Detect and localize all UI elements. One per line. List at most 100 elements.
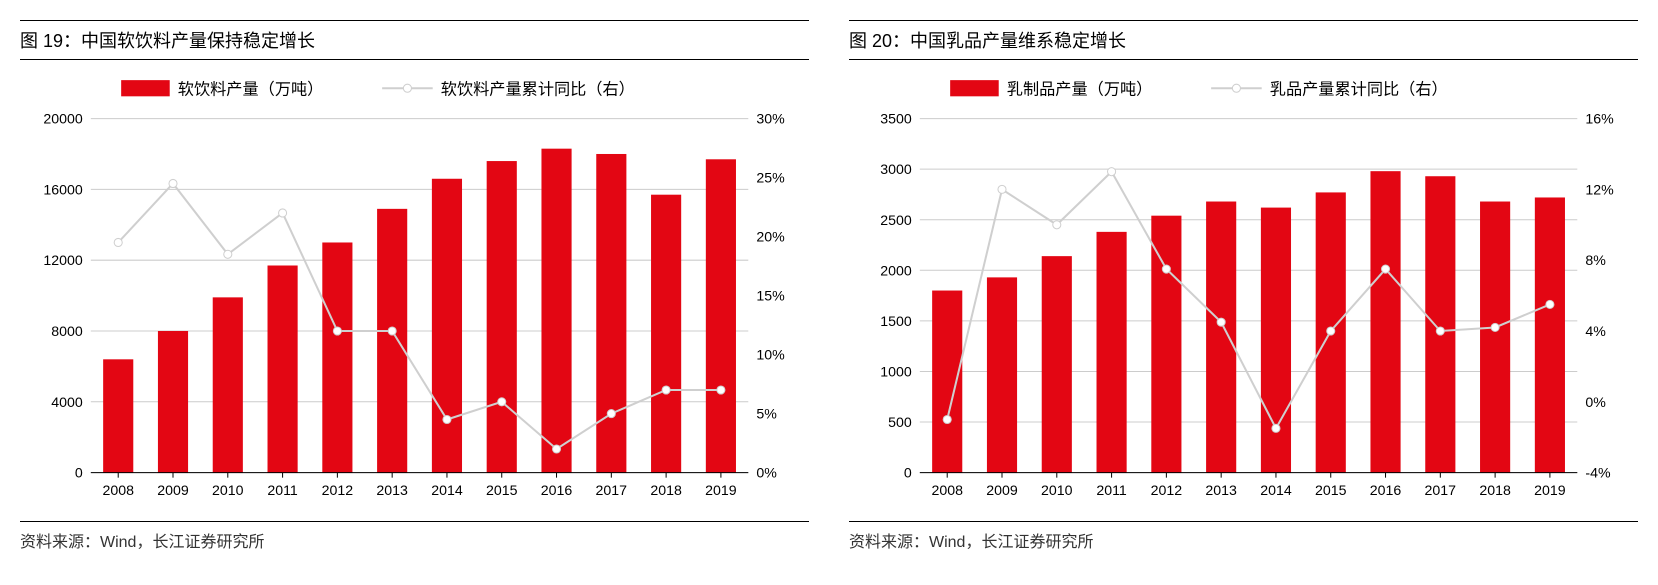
y-right-tick-label: 0% bbox=[756, 466, 777, 482]
bar bbox=[932, 291, 962, 473]
line-marker bbox=[333, 327, 341, 335]
line-marker bbox=[169, 179, 177, 187]
x-tick-label: 2009 bbox=[986, 483, 1018, 499]
chart-holder-fig19: 0400080001200016000200000%5%10%15%20%25%… bbox=[20, 68, 809, 513]
line-marker bbox=[1327, 327, 1335, 335]
y-left-tick-label: 1000 bbox=[880, 365, 912, 381]
y-right-tick-label: -4% bbox=[1585, 466, 1611, 482]
line-marker bbox=[717, 386, 725, 394]
line-marker bbox=[552, 445, 560, 453]
chart-bg bbox=[20, 68, 809, 513]
bar bbox=[1480, 202, 1510, 473]
bar bbox=[987, 277, 1017, 472]
x-tick-label: 2013 bbox=[1205, 483, 1237, 499]
bar bbox=[1097, 232, 1127, 473]
y-left-tick-label: 2000 bbox=[880, 263, 912, 279]
y-left-tick-label: 1500 bbox=[880, 314, 912, 330]
bar bbox=[103, 359, 133, 472]
bar bbox=[377, 209, 407, 473]
bar bbox=[596, 154, 626, 473]
y-left-tick-label: 4000 bbox=[51, 395, 83, 411]
x-tick-label: 2012 bbox=[1151, 483, 1183, 499]
x-tick-label: 2018 bbox=[650, 483, 682, 499]
line-marker bbox=[1381, 265, 1389, 273]
y-right-tick-label: 8% bbox=[1585, 253, 1606, 269]
x-tick-label: 2011 bbox=[267, 483, 298, 499]
line-marker bbox=[114, 238, 122, 246]
bar bbox=[651, 195, 681, 473]
y-left-tick-label: 16000 bbox=[43, 182, 82, 198]
bar bbox=[1206, 202, 1236, 473]
chart-bg bbox=[849, 68, 1638, 513]
bar bbox=[487, 161, 517, 473]
y-left-tick-label: 0 bbox=[75, 466, 83, 482]
line-marker bbox=[607, 410, 615, 418]
line-marker bbox=[1272, 424, 1280, 432]
line-marker bbox=[1053, 221, 1061, 229]
chart-title: 图 20：中国乳品产量维系稳定增长 bbox=[849, 20, 1638, 60]
chart-source: 资料来源：Wind，长江证券研究所 bbox=[20, 521, 809, 552]
y-left-tick-label: 12000 bbox=[43, 253, 82, 269]
line-marker bbox=[1162, 265, 1170, 273]
bar bbox=[213, 297, 243, 472]
bar bbox=[706, 159, 736, 472]
bar bbox=[1042, 256, 1072, 472]
chart-svg: 0400080001200016000200000%5%10%15%20%25%… bbox=[20, 68, 809, 513]
y-right-tick-label: 4% bbox=[1585, 324, 1606, 340]
y-left-tick-label: 8000 bbox=[51, 324, 83, 340]
y-left-tick-label: 3000 bbox=[880, 162, 912, 178]
y-right-tick-label: 0% bbox=[1585, 395, 1606, 411]
y-left-tick-label: 0 bbox=[904, 466, 912, 482]
line-marker bbox=[1108, 168, 1116, 176]
legend-bar-label: 乳制品产量（万吨） bbox=[1007, 80, 1153, 98]
x-tick-label: 2010 bbox=[1041, 483, 1073, 499]
panel-fig20: 图 20：中国乳品产量维系稳定增长 0500100015002000250030… bbox=[849, 20, 1638, 552]
x-tick-label: 2017 bbox=[1425, 483, 1457, 499]
line-marker bbox=[943, 415, 951, 423]
bar bbox=[1370, 171, 1400, 472]
line-marker bbox=[998, 185, 1006, 193]
y-right-tick-label: 16% bbox=[1585, 112, 1614, 128]
line-marker bbox=[498, 398, 506, 406]
legend-bar-label: 软饮料产量（万吨） bbox=[178, 80, 324, 98]
y-left-tick-label: 500 bbox=[888, 415, 912, 431]
chart-title: 图 19：中国软饮料产量保持稳定增长 bbox=[20, 20, 809, 60]
y-left-tick-label: 20000 bbox=[43, 112, 82, 128]
panel-fig19: 图 19：中国软饮料产量保持稳定增长 0 4000 8000 12000 16000 20… bbox=[20, 20, 809, 552]
x-tick-label: 2010 bbox=[212, 483, 244, 499]
x-tick-label: 2011 bbox=[1096, 483, 1127, 499]
x-tick-label: 2017 bbox=[596, 483, 628, 499]
x-tick-label: 2016 bbox=[1370, 483, 1402, 499]
bar bbox=[268, 265, 298, 472]
legend-line-label: 乳品产量累计同比（右） bbox=[1270, 80, 1448, 98]
line-marker bbox=[662, 386, 670, 394]
line-marker bbox=[443, 415, 451, 423]
charts-row: 图 19：中国软饮料产量保持稳定增长 0 4000 8000 12000 16000 20… bbox=[20, 20, 1638, 552]
chart-holder-fig20: 0500100015002000250030003500-4%0%4%8%12%… bbox=[849, 68, 1638, 513]
bar bbox=[1151, 216, 1181, 473]
legend-line-marker bbox=[403, 84, 411, 92]
x-tick-label: 2015 bbox=[486, 483, 518, 499]
bar bbox=[1425, 176, 1455, 472]
legend-bar-swatch bbox=[950, 80, 999, 96]
x-tick-label: 2009 bbox=[157, 483, 189, 499]
x-tick-label: 2014 bbox=[1260, 483, 1292, 499]
line-marker bbox=[1217, 318, 1225, 326]
bar bbox=[541, 149, 571, 473]
legend-line-label: 软饮料产量累计同比（右） bbox=[441, 80, 635, 98]
line-marker bbox=[1436, 327, 1444, 335]
line-marker bbox=[1491, 323, 1499, 331]
y-right-tick-label: 10% bbox=[756, 348, 785, 364]
x-tick-label: 2015 bbox=[1315, 483, 1347, 499]
y-right-tick-label: 20% bbox=[756, 230, 785, 246]
line-marker bbox=[388, 327, 396, 335]
bar bbox=[322, 242, 352, 472]
y-right-tick-label: 12% bbox=[1585, 182, 1614, 198]
y-right-tick-label: 15% bbox=[756, 289, 785, 305]
bar bbox=[1535, 197, 1565, 472]
x-tick-label: 2012 bbox=[322, 483, 354, 499]
x-tick-label: 2019 bbox=[1534, 483, 1566, 499]
y-left-tick-label: 3500 bbox=[880, 112, 912, 128]
x-tick-label: 2013 bbox=[376, 483, 408, 499]
bar bbox=[432, 179, 462, 473]
